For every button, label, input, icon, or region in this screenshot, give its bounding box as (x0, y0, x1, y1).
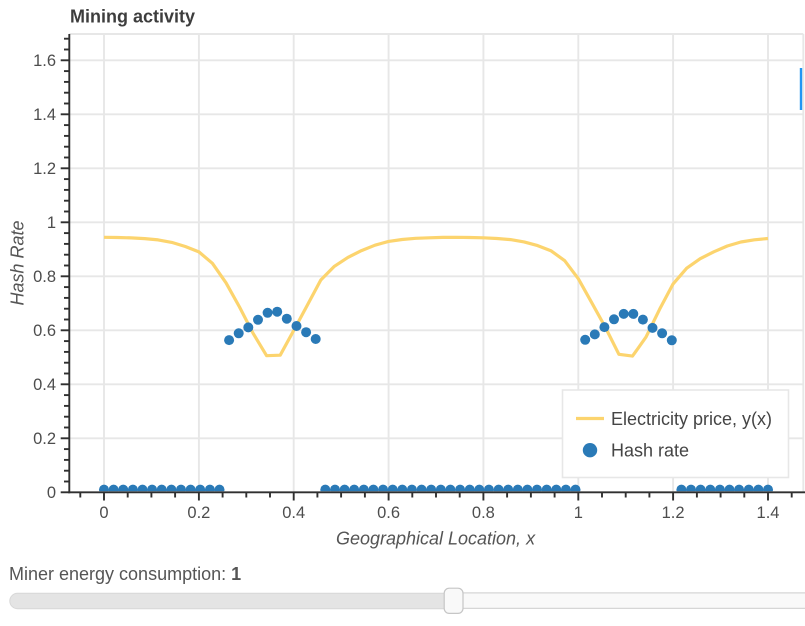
svg-text:Miner energy consumption: 1: Miner energy consumption: 1 (9, 564, 241, 584)
svg-text:Hash Rate: Hash Rate (8, 220, 28, 305)
svg-text:0: 0 (99, 504, 108, 522)
svg-text:0.4: 0.4 (282, 504, 305, 522)
svg-text:1: 1 (574, 504, 583, 522)
svg-text:Electricity price, y(x): Electricity price, y(x) (611, 409, 772, 429)
svg-text:Geographical Location, x: Geographical Location, x (336, 529, 536, 549)
svg-text:0.2: 0.2 (33, 430, 56, 448)
svg-text:0.4: 0.4 (33, 376, 56, 394)
svg-text:Hash rate: Hash rate (611, 441, 689, 461)
svg-text:0.8: 0.8 (33, 268, 56, 286)
svg-text:1.2: 1.2 (662, 504, 685, 522)
svg-text:1.4: 1.4 (33, 106, 56, 124)
svg-text:0.6: 0.6 (33, 322, 56, 340)
svg-text:1.2: 1.2 (33, 160, 56, 178)
svg-text:0.8: 0.8 (472, 504, 495, 522)
svg-text:0.6: 0.6 (377, 504, 400, 522)
svg-text:0: 0 (47, 484, 56, 502)
svg-text:1.6: 1.6 (33, 52, 56, 70)
svg-text:0.2: 0.2 (187, 504, 210, 522)
svg-text:1: 1 (47, 214, 56, 232)
svg-text:Mining activity: Mining activity (70, 7, 195, 27)
svg-text:1.4: 1.4 (757, 504, 780, 522)
